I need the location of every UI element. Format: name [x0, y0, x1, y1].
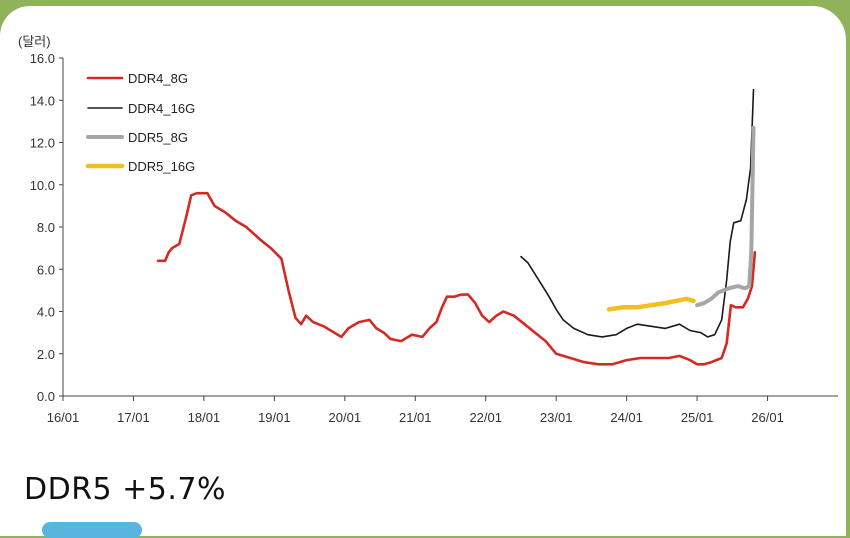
series-line-ddr5-8g [695, 125, 756, 308]
y-tick-label: 12.0 [30, 136, 55, 151]
x-tick-label: 16/01 [47, 410, 80, 425]
chart-axes: 0.0 2.0 4.0 6.0 8.0 10.0 12.0 14.0 16.0 16/01 17/0… [30, 51, 838, 425]
line-chart: (달러) 0.0 2.0 4.0 6.0 8.0 10.0 12.0 14.0 16.0 16/0… [18, 34, 838, 425]
y-tick-label: 0.0 [37, 389, 55, 404]
y-tick-label: 16.0 [30, 51, 55, 66]
series-layer [156, 88, 757, 366]
x-tick-label: 20/01 [329, 410, 362, 425]
legend-label: DDR4_8G [128, 71, 188, 86]
y-tick-label: 8.0 [37, 220, 55, 235]
bottom-button[interactable] [42, 522, 142, 538]
caption-text: DDR5 +5.7% [24, 472, 227, 507]
x-tick-label: 21/01 [399, 410, 432, 425]
x-tick-label: 24/01 [610, 410, 643, 425]
x-tick-label: 19/01 [258, 410, 291, 425]
x-tick-label: 23/01 [540, 410, 573, 425]
x-tick-label: 22/01 [469, 410, 502, 425]
y-unit-label: (달러) [18, 34, 51, 49]
y-tick-label: 2.0 [37, 347, 55, 362]
y-tick-label: 6.0 [37, 262, 55, 277]
x-tick-label: 17/01 [117, 410, 150, 425]
x-tick-label: 18/01 [188, 410, 221, 425]
legend-label: DDR4_16G [128, 101, 195, 116]
x-tick-label: 26/01 [751, 410, 784, 425]
legend-label: DDR5_8G [128, 130, 188, 145]
series-line-ddr5-16g [606, 296, 696, 312]
series-line-ddr4-8g [156, 191, 757, 366]
series-line-ddr4-16g [520, 88, 755, 338]
y-tick-label: 10.0 [30, 178, 55, 193]
y-tick-label: 4.0 [37, 305, 55, 320]
x-tick-label: 25/01 [681, 410, 714, 425]
chart-legend: DDR4_8G DDR4_16G DDR5_8G DDR5_16G [85, 71, 195, 174]
legend-label: DDR5_16G [128, 159, 195, 174]
y-tick-label: 14.0 [30, 93, 55, 108]
chart-card: (달러) 0.0 2.0 4.0 6.0 8.0 10.0 12.0 14.0 16.0 16/0… [0, 6, 846, 538]
